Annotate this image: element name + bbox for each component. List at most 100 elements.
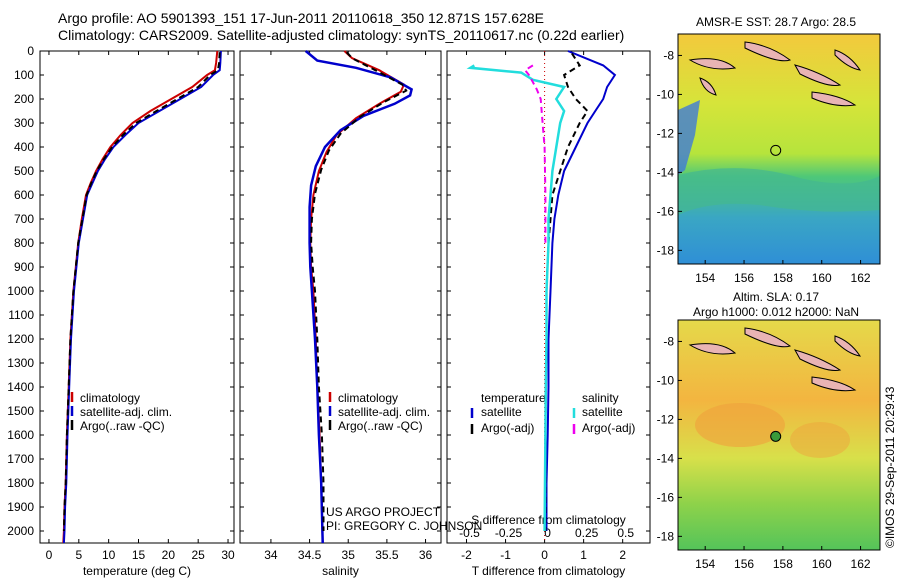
legend-label: satellite-adj. clim. bbox=[80, 405, 172, 419]
x-tick-label: 34 bbox=[264, 548, 278, 562]
legend-label: Argo(..raw -QC) bbox=[338, 419, 423, 433]
series-line bbox=[310, 51, 408, 531]
map-y-tick-label: -10 bbox=[657, 87, 675, 101]
sst-map: AMSR-E SST: 28.7 Argo: 28.5 154 156 158 160… bbox=[657, 15, 881, 285]
plot-frame bbox=[239, 50, 442, 544]
x-tick-label: 34.5 bbox=[298, 548, 322, 562]
project-label: US ARGO PROJECT bbox=[326, 505, 441, 519]
plot-frame bbox=[446, 50, 651, 544]
x-tick-label: 0 bbox=[46, 548, 53, 562]
legend-label: climatology bbox=[338, 391, 398, 405]
y-tick-label: 0 bbox=[27, 44, 34, 58]
map-x-tick-label: 158 bbox=[773, 557, 793, 571]
legend-title-salinity: salinity bbox=[582, 391, 619, 405]
legend-label: Argo(-adj) bbox=[481, 421, 534, 435]
map-x-tick-label: 156 bbox=[734, 557, 754, 571]
y-tick-label: 1600 bbox=[7, 428, 34, 442]
x-tick-label: 35.5 bbox=[375, 548, 399, 562]
map-x-tick-label: 154 bbox=[695, 271, 715, 285]
y-tick-label: 700 bbox=[14, 212, 34, 226]
sla-map: Altim. SLA: 0.17 Argo h1000: 0.012 h2000… bbox=[657, 290, 881, 571]
map-y-tick-label: -10 bbox=[657, 373, 675, 387]
x-tick-label: 35 bbox=[342, 548, 356, 562]
y-tick-label: 500 bbox=[14, 164, 34, 178]
map-x-tick-label: 160 bbox=[812, 271, 832, 285]
map-y-tick-label: -16 bbox=[657, 490, 675, 504]
series-line bbox=[466, 64, 567, 532]
sla-map-title-1: Altim. SLA: 0.17 bbox=[733, 290, 819, 304]
map-y-tick-label: -16 bbox=[657, 204, 675, 218]
temperature-panel: 0100200300400500600700800900100011001200… bbox=[7, 44, 235, 578]
map-y-tick-label: -14 bbox=[657, 451, 675, 465]
legend-label: satellite bbox=[582, 405, 623, 419]
x-tick-label: 5 bbox=[75, 548, 82, 562]
header-line-2: Climatology: CARS2009. Satellite-adjuste… bbox=[58, 27, 625, 43]
map-x-tick-label: 160 bbox=[812, 557, 832, 571]
x-tick-label-salinity: -0.25 bbox=[495, 526, 523, 540]
y-tick-label: 300 bbox=[14, 116, 34, 130]
header-line-1: Argo profile: AO 5901393_151 17-Jun-2011… bbox=[58, 10, 544, 26]
sst-map-title: AMSR-E SST: 28.7 Argo: 28.5 bbox=[696, 15, 856, 29]
x-tick-label: 10 bbox=[102, 548, 116, 562]
legend-label: satellite-adj. clim. bbox=[338, 405, 430, 419]
y-tick-label: 900 bbox=[14, 260, 34, 274]
x-tick-label-salinity: 0 bbox=[544, 526, 551, 540]
y-tick-label: 800 bbox=[14, 236, 34, 250]
x-tick-label: 36 bbox=[419, 548, 433, 562]
argo-location-marker-filled bbox=[770, 430, 782, 442]
x-tick-label: 15 bbox=[132, 548, 146, 562]
legend-label: climatology bbox=[80, 391, 140, 405]
map-x-tick-label: 162 bbox=[851, 271, 871, 285]
series-line bbox=[304, 50, 414, 544]
y-tick-label: 1300 bbox=[7, 356, 34, 370]
y-tick-label: 1800 bbox=[7, 476, 34, 490]
y-tick-label: 1400 bbox=[7, 380, 34, 394]
y-tick-label: 1500 bbox=[7, 404, 34, 418]
x-axis-label-salinity: S difference from climatology bbox=[471, 513, 626, 527]
y-tick-label: 1100 bbox=[8, 308, 34, 322]
map-y-tick-label: -18 bbox=[657, 529, 675, 543]
series-line bbox=[62, 52, 221, 532]
x-tick-label: 0 bbox=[541, 548, 548, 562]
argo-location-marker bbox=[770, 144, 782, 156]
x-tick-label: 25 bbox=[192, 548, 206, 562]
map-y-tick-label: -12 bbox=[657, 412, 675, 426]
x-tick-label: -1 bbox=[500, 548, 511, 562]
map-y-tick-label: -8 bbox=[663, 334, 674, 348]
y-tick-label: 1900 bbox=[7, 500, 34, 514]
y-tick-label: 1000 bbox=[7, 284, 34, 298]
pi-label: PI: GREGORY C. JOHNSON bbox=[326, 519, 482, 533]
salinity-panel: 34 34.5 35 35.5 36 salinity climatologysatelli… bbox=[239, 50, 442, 578]
series-line bbox=[523, 64, 547, 243]
x-tick-label: 30 bbox=[221, 548, 235, 562]
map-y-tick-label: -12 bbox=[657, 126, 675, 140]
map-x-tick-label: 156 bbox=[734, 271, 754, 285]
series-line bbox=[545, 50, 617, 531]
map-y-tick-label: -8 bbox=[663, 48, 674, 62]
y-tick-label: 400 bbox=[14, 140, 34, 154]
x-axis-label: T difference from climatology bbox=[472, 564, 626, 578]
x-tick-label-salinity: 0.25 bbox=[575, 526, 599, 540]
x-axis-label: salinity bbox=[322, 564, 359, 578]
x-tick-label-salinity: -0.5 bbox=[459, 526, 480, 540]
legend-label: Argo(-adj) bbox=[582, 421, 635, 435]
x-tick-label: -2 bbox=[461, 548, 472, 562]
map-x-tick-label: 162 bbox=[851, 557, 871, 571]
legend-label: satellite bbox=[481, 405, 522, 419]
x-axis-label: temperature (deg C) bbox=[83, 564, 191, 578]
x-tick-label-salinity: 0.5 bbox=[617, 526, 634, 540]
map-y-tick-label: -14 bbox=[657, 165, 675, 179]
y-tick-label: 100 bbox=[14, 68, 34, 82]
x-tick-label: 20 bbox=[162, 548, 176, 562]
map-y-tick-label: -18 bbox=[657, 243, 675, 257]
y-tick-label: 1200 bbox=[7, 332, 34, 346]
difference-panel: -2 -1 0 1 2 -0.5 -0.25 0 0.25 0.5S difference fro… bbox=[446, 50, 651, 578]
x-tick-label: 2 bbox=[619, 548, 626, 562]
y-tick-label: 200 bbox=[14, 92, 34, 106]
legend-label: Argo(..raw -QC) bbox=[80, 419, 165, 433]
sla-map-title-2: Argo h1000: 0.012 h2000: NaN bbox=[693, 305, 859, 319]
series-line bbox=[544, 52, 589, 531]
y-tick-label: 1700 bbox=[7, 452, 34, 466]
x-tick-label: 1 bbox=[580, 548, 587, 562]
y-tick-label: 600 bbox=[14, 188, 34, 202]
